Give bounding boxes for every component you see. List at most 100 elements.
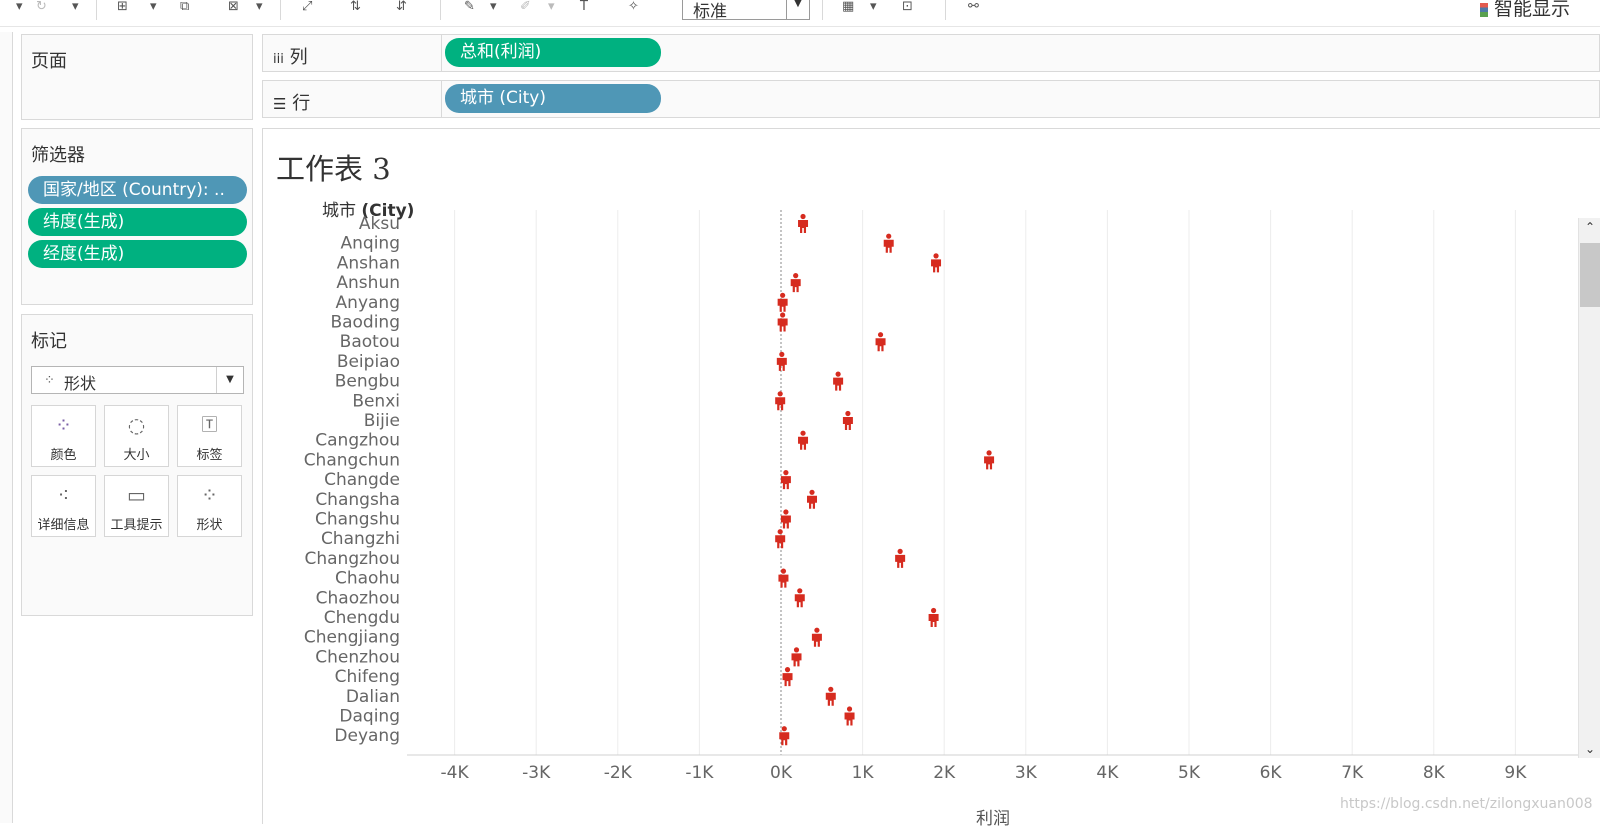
row-label: Deyang (334, 726, 400, 746)
watermark: https://blog.csdn.net/zilongxuan008 (1340, 796, 1593, 812)
fit-view-select[interactable]: 标准 ▼ (682, 0, 810, 22)
x-tick-label: 2K (933, 763, 956, 783)
x-tick-label: 8K (1423, 763, 1446, 783)
filter-pill-longitude[interactable]: 经度(生成) (28, 240, 247, 268)
person-mark (794, 588, 805, 608)
smart-show-button[interactable]: 智能显示 (1480, 0, 1570, 21)
x-tick-label: 1K (852, 763, 875, 783)
size-card-label: 大小 (123, 448, 150, 463)
rows-pill-city[interactable]: 城市 (City) (445, 84, 661, 113)
row-label: Changzhou (304, 549, 400, 569)
shape-card-button[interactable]: ⁘ 形状 (177, 475, 242, 537)
row-label: Changzhi (321, 529, 400, 549)
filters-shelf-title: 筛选器 (31, 145, 85, 166)
rows-shelf-text: 行 (292, 93, 311, 114)
color-icon: ⁘ (55, 413, 72, 437)
show-cards-icon[interactable]: ▦ (842, 0, 855, 14)
group-members-icon[interactable]: ✐ (520, 0, 531, 14)
chevron-down-icon[interactable]: ▼ (216, 367, 243, 393)
mark-type-select[interactable]: ⁘ 形状 ▼ (31, 366, 244, 394)
x-tick-label: 5K (1178, 763, 1201, 783)
scroll-down-icon[interactable]: ⌄ (1584, 742, 1596, 756)
color-card-button[interactable]: ⁘ 颜色 (31, 405, 96, 467)
row-label: Chengjiang (304, 628, 400, 648)
row-label: Beipiao (337, 352, 400, 372)
person-mark (791, 647, 802, 667)
person-mark (776, 351, 787, 371)
size-card-button[interactable]: ◌ 大小 (104, 405, 169, 467)
toolbar-separator (96, 0, 97, 20)
fit-view-value: 标准 (693, 2, 727, 22)
vertical-scrollbar[interactable]: ⌃ ⌄ (1578, 218, 1600, 758)
x-tick-label: 7K (1341, 763, 1364, 783)
person-mark (790, 273, 801, 293)
person-mark (775, 391, 786, 411)
columns-pill-profit[interactable]: 总和(利润) (445, 38, 661, 67)
redo-icon[interactable]: ↻ (36, 0, 47, 14)
new-worksheet-icon[interactable]: ⊞ (117, 0, 128, 14)
filters-shelf[interactable]: 筛选器 国家/地区 (Country): .. 纬度(生成) 经度(生成) (21, 128, 253, 305)
person-mark (798, 430, 809, 450)
show-mark-labels-icon[interactable]: T (580, 0, 588, 14)
shelf-divider (441, 81, 442, 117)
collapsed-data-pane[interactable] (0, 32, 13, 823)
person-mark (779, 726, 790, 746)
row-label: Daqing (339, 707, 400, 727)
scatter-chart: -4K -3K -2K -1K 0K 1K 2K 3K 4K 5K 6K 7K 8K 9K AksuAnqi… (304, 210, 1578, 783)
label-card-button[interactable]: 🅃 标签 (177, 405, 242, 467)
person-mark (811, 627, 822, 647)
highlight-icon[interactable]: ✎ (464, 0, 475, 14)
sheet-title: 工作表 3 (276, 152, 391, 186)
tooltip-card-label: 工具提示 (110, 518, 163, 533)
filter-pill-latitude[interactable]: 纬度(生成) (28, 208, 247, 236)
clear-sheet-icon[interactable]: ⊠ (228, 0, 239, 14)
smart-show-icon (1480, 2, 1488, 17)
fix-axes-icon[interactable]: ✧ (628, 0, 639, 14)
x-tick-label: -2K (604, 763, 633, 783)
marks-card-title: 标记 (31, 331, 67, 352)
swap-rows-columns-icon[interactable]: ⤢ (302, 0, 313, 14)
sort-ascending-icon[interactable]: ⇅ (350, 0, 361, 14)
dropdown-arrow-icon[interactable]: ▾ (256, 0, 263, 14)
sort-descending-icon[interactable]: ⇵ (396, 0, 407, 14)
row-label: Chaozhou (316, 588, 400, 608)
shape-mark-icon: ⁘ (44, 373, 55, 388)
chevron-down-icon[interactable]: ▼ (786, 0, 809, 19)
presentation-mode-icon[interactable]: ⊡ (902, 0, 913, 14)
dropdown-arrow-icon[interactable]: ▾ (16, 0, 23, 14)
person-mark (782, 667, 793, 687)
worksheet-area (262, 128, 1600, 824)
x-axis-title: 利润 (976, 809, 1010, 829)
person-mark (780, 509, 791, 529)
person-mark (842, 410, 853, 430)
filter-pill-country[interactable]: 国家/地区 (Country): .. (28, 176, 247, 204)
person-mark (777, 292, 788, 312)
person-mark (798, 213, 809, 233)
person-mark (844, 706, 855, 726)
scrollbar-thumb[interactable] (1580, 243, 1600, 307)
row-label: Cangzhou (315, 431, 400, 451)
person-mark (775, 529, 786, 549)
label-card-label: 标签 (196, 448, 223, 463)
rows-shelf[interactable]: ☰ 行 城市 (City) (262, 80, 1600, 118)
row-header-title: 城市 (City) (322, 196, 414, 221)
tooltip-card-button[interactable]: ▭ 工具提示 (104, 475, 169, 537)
dropdown-arrow-icon[interactable]: ▾ (490, 0, 497, 14)
rows-icon: ☰ (273, 95, 287, 113)
dropdown-arrow-icon[interactable]: ▾ (72, 0, 79, 14)
dropdown-arrow-icon[interactable]: ▾ (548, 0, 555, 14)
share-icon[interactable]: ⚯ (968, 0, 979, 14)
row-label: Benxi (352, 391, 400, 411)
row-label: Changchun (304, 450, 400, 470)
duplicate-sheet-icon[interactable]: ⧉ (180, 0, 190, 14)
dropdown-arrow-icon[interactable]: ▾ (870, 0, 877, 14)
columns-shelf[interactable]: iii 列 总和(利润) (262, 34, 1600, 72)
detail-card-button[interactable]: ⁖ 详细信息 (31, 475, 96, 537)
person-mark (778, 568, 789, 588)
scroll-up-icon[interactable]: ⌃ (1584, 220, 1596, 234)
pages-shelf-title: 页面 (31, 51, 67, 72)
dropdown-arrow-icon[interactable]: ▾ (150, 0, 157, 14)
pages-shelf[interactable]: 页面 (21, 34, 253, 120)
shelf-divider (441, 35, 442, 71)
x-tick-label: -1K (685, 763, 714, 783)
